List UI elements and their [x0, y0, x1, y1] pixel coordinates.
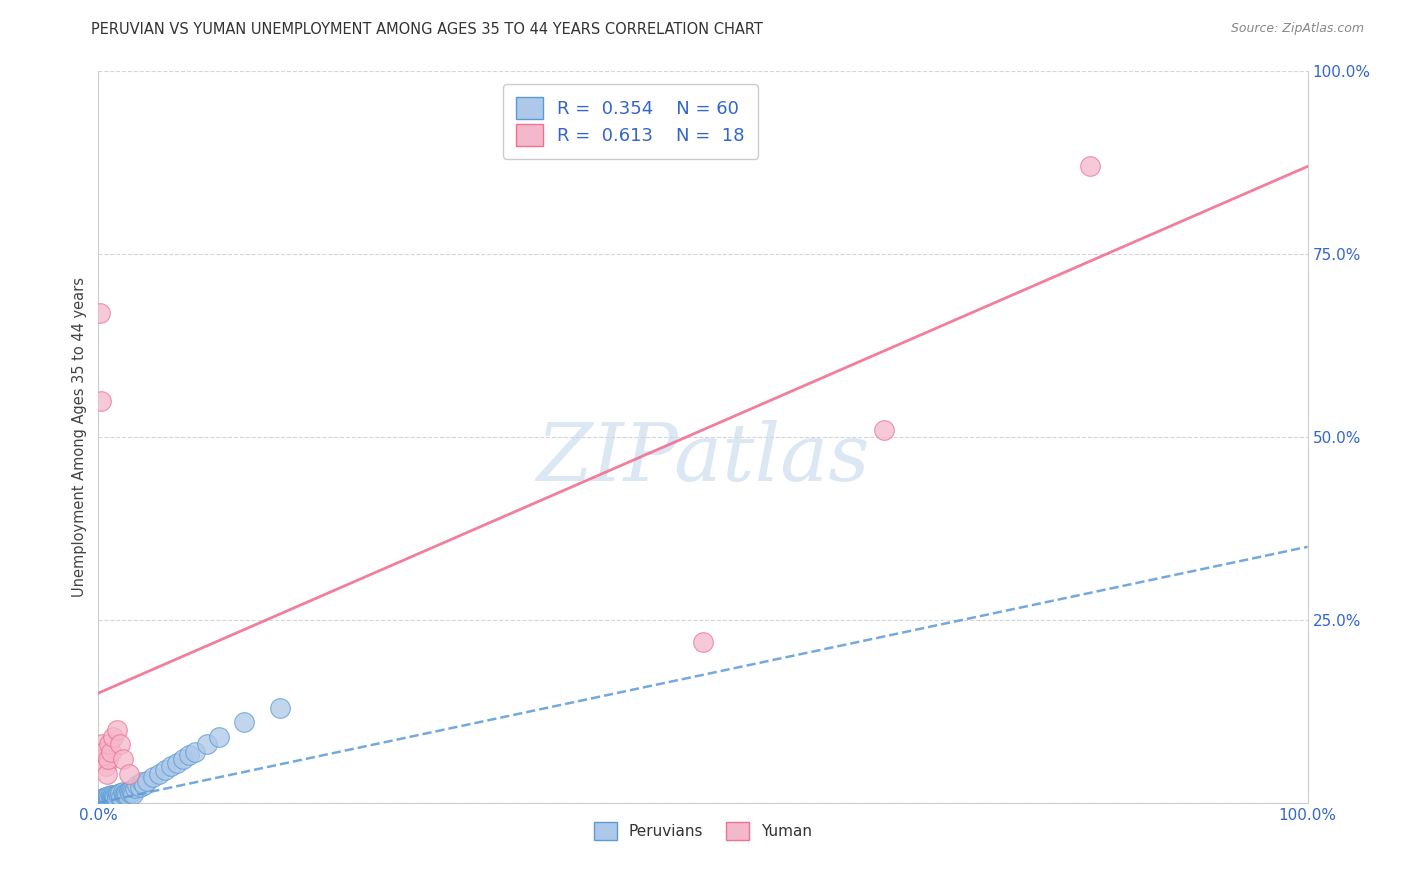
Point: [90, 393, 112, 408]
Point: [232, 715, 254, 730]
Point: [118, 766, 141, 780]
Point: [103, 791, 125, 805]
Point: [93, 745, 115, 759]
Point: [90, 793, 112, 807]
Point: [89, 794, 111, 808]
Point: [96, 791, 118, 805]
Point: [112, 787, 135, 801]
Point: [96, 766, 118, 780]
Point: [107, 787, 129, 801]
Point: [111, 785, 134, 799]
Point: [96, 793, 118, 807]
Point: [100, 792, 122, 806]
Point: [93, 790, 115, 805]
Point: [153, 763, 176, 777]
Point: [91, 794, 114, 808]
Point: [179, 748, 201, 763]
Point: [117, 788, 139, 802]
Point: [104, 789, 127, 804]
Point: [160, 759, 183, 773]
Point: [118, 784, 141, 798]
Point: [101, 730, 124, 744]
Point: [127, 778, 149, 792]
Point: [97, 792, 120, 806]
Point: [108, 737, 131, 751]
Point: [98, 793, 121, 807]
Point: [97, 752, 120, 766]
Point: [120, 782, 142, 797]
Text: ZIPatlas: ZIPatlas: [536, 420, 870, 498]
Point: [195, 737, 218, 751]
Point: [122, 787, 145, 801]
Point: [103, 789, 125, 804]
Point: [98, 737, 121, 751]
Text: Source: ZipAtlas.com: Source: ZipAtlas.com: [1230, 22, 1364, 36]
Point: [172, 752, 194, 766]
Legend: Peruvians, Yuman: Peruvians, Yuman: [588, 815, 818, 847]
Point: [873, 423, 896, 437]
Point: [184, 745, 207, 759]
Point: [91, 791, 114, 805]
Point: [100, 789, 122, 803]
Point: [111, 752, 134, 766]
Point: [269, 700, 291, 714]
Point: [115, 786, 138, 800]
Point: [91, 752, 114, 766]
Point: [94, 759, 117, 773]
Point: [100, 745, 122, 759]
Point: [118, 786, 141, 800]
Point: [90, 794, 112, 808]
Point: [105, 723, 128, 737]
Point: [692, 635, 714, 649]
Point: [89, 306, 111, 320]
Point: [105, 789, 128, 803]
Point: [128, 780, 150, 794]
Point: [148, 766, 170, 780]
Point: [135, 773, 157, 788]
Point: [101, 790, 124, 805]
Point: [98, 790, 121, 805]
Point: [91, 792, 114, 806]
Point: [108, 789, 131, 804]
Point: [134, 778, 156, 792]
Point: [100, 791, 122, 805]
Point: [105, 790, 128, 805]
Point: [94, 789, 117, 804]
Point: [108, 786, 131, 800]
Point: [166, 756, 188, 770]
Point: [124, 781, 146, 796]
Point: [91, 737, 114, 751]
Point: [101, 788, 124, 802]
Point: [1078, 160, 1101, 174]
Point: [142, 770, 165, 784]
Point: [208, 730, 231, 744]
Point: [93, 794, 115, 808]
Point: [100, 789, 122, 804]
Point: [91, 793, 114, 807]
Point: [131, 775, 153, 789]
Point: [94, 792, 117, 806]
Y-axis label: Unemployment Among Ages 35 to 44 years: Unemployment Among Ages 35 to 44 years: [72, 277, 87, 597]
Point: [110, 789, 132, 804]
Point: [114, 789, 136, 803]
Point: [97, 789, 120, 804]
Point: [121, 785, 143, 799]
Text: PERUVIAN VS YUMAN UNEMPLOYMENT AMONG AGES 35 TO 44 YEARS CORRELATION CHART: PERUVIAN VS YUMAN UNEMPLOYMENT AMONG AGE…: [91, 22, 763, 37]
